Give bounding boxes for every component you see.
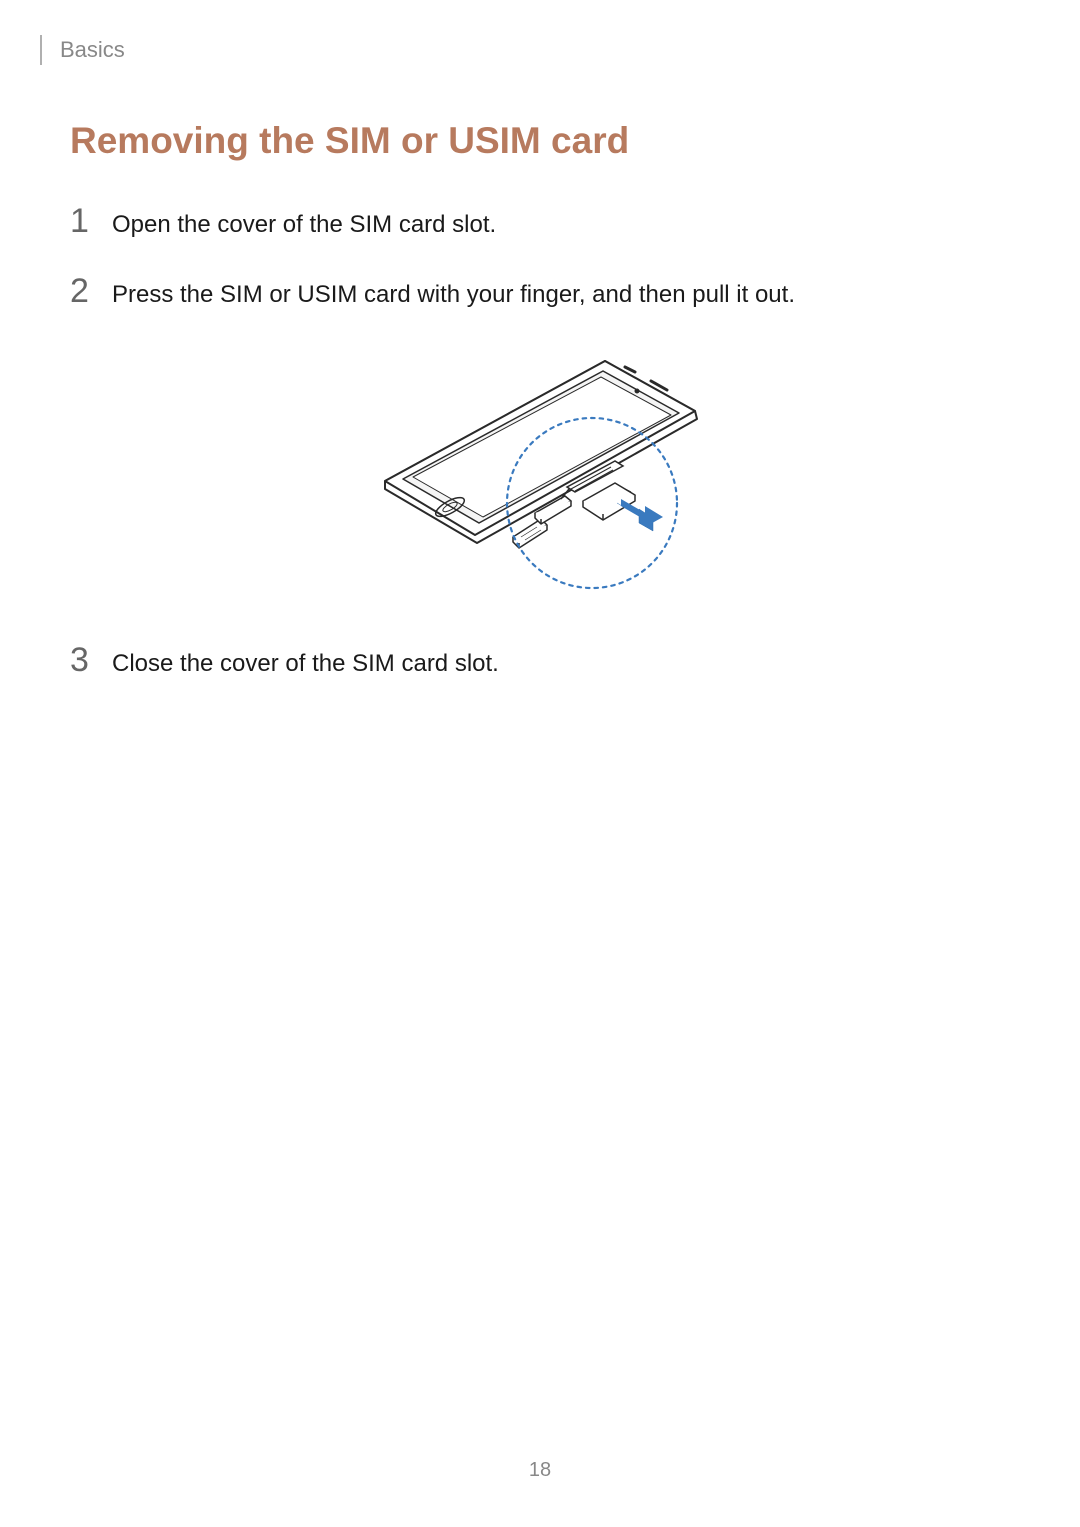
- illustration-container: [70, 341, 1010, 601]
- step-3: 3 Close the cover of the SIM card slot.: [70, 641, 1010, 681]
- step-1: 1 Open the cover of the SIM card slot.: [70, 202, 1010, 242]
- page-number: 18: [0, 1459, 1080, 1482]
- step-text: Close the cover of the SIM card slot.: [112, 647, 499, 681]
- step-text: Open the cover of the SIM card slot.: [112, 208, 496, 242]
- header: Basics: [40, 35, 1010, 65]
- step-number: 1: [70, 202, 112, 241]
- section-title: Removing the SIM or USIM card: [70, 120, 1010, 162]
- sim-removal-illustration: [345, 341, 735, 601]
- breadcrumb: Basics: [60, 37, 125, 63]
- step-text: Press the SIM or USIM card with your fin…: [112, 278, 795, 312]
- manual-page: Basics Removing the SIM or USIM card 1 O…: [0, 0, 1080, 1527]
- step-number: 3: [70, 641, 112, 680]
- step-2: 2 Press the SIM or USIM card with your f…: [70, 272, 1010, 312]
- step-number: 2: [70, 272, 112, 311]
